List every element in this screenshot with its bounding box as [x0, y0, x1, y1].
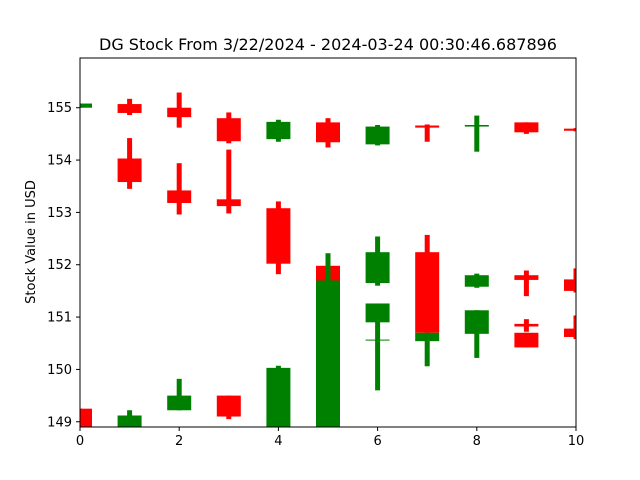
candle-body — [365, 126, 390, 145]
candle-body — [365, 339, 390, 341]
candle-29 — [514, 319, 539, 332]
x-axis: 0 2 4 6 8 10 — [76, 427, 584, 449]
candle-28 — [514, 270, 539, 297]
candle-body — [564, 328, 576, 337]
candle-27 — [514, 122, 539, 134]
candle-body — [564, 279, 576, 291]
candle-24 — [464, 115, 489, 152]
y-axis-label: Stock Value in USD — [24, 180, 39, 304]
y-tick-label: 154 — [47, 154, 72, 169]
candle-10 — [216, 395, 241, 420]
candle-body — [266, 208, 291, 264]
candle-body — [514, 323, 539, 327]
candle-6 — [167, 163, 192, 215]
candle-wick — [424, 124, 430, 142]
candle-13 — [266, 365, 291, 427]
candle-wick — [474, 310, 480, 358]
candle-wick — [176, 163, 182, 215]
x-tick-label: 0 — [76, 434, 84, 449]
candle-31 — [564, 128, 576, 132]
y-tick-label: 155 — [47, 101, 72, 116]
y-tick-label: 151 — [47, 311, 72, 326]
candle-body — [415, 125, 440, 128]
candle-23 — [415, 332, 440, 367]
candle-14 — [316, 118, 340, 148]
candle-19 — [365, 303, 390, 391]
candle-body — [564, 128, 576, 131]
candle-0 — [80, 103, 92, 108]
candle-wick — [424, 332, 430, 367]
candle-wick — [523, 270, 529, 297]
x-tick-label: 10 — [568, 434, 585, 449]
candle-body — [216, 395, 241, 417]
candle-body — [464, 310, 489, 334]
candle-22 — [415, 234, 440, 333]
candle-body — [80, 408, 92, 427]
candle-21 — [415, 124, 440, 142]
candle-body — [514, 275, 539, 280]
candle-wick — [176, 378, 182, 411]
y-tick-label: 150 — [47, 363, 72, 378]
candle-body — [514, 332, 539, 348]
candle-body — [216, 199, 241, 207]
candle-26 — [464, 310, 489, 358]
candle-body — [316, 280, 340, 427]
candle-body — [514, 122, 539, 133]
candle-30 — [514, 332, 539, 348]
candle-body — [415, 252, 440, 333]
candle-1 — [80, 408, 92, 427]
candle-body — [365, 303, 390, 323]
candle-body — [216, 118, 241, 142]
candle-body — [464, 275, 489, 287]
y-tick-label: 153 — [47, 206, 72, 221]
candle-body — [117, 415, 142, 427]
candle-body — [464, 124, 489, 127]
plot-frame — [79, 57, 577, 428]
candle-2 — [117, 98, 142, 116]
plot-area — [80, 92, 576, 427]
candle-8 — [216, 112, 241, 144]
candle-body — [365, 252, 390, 284]
candle-body — [117, 104, 142, 113]
candle-body — [80, 103, 92, 108]
x-tick-label: 8 — [473, 434, 481, 449]
x-tick-label: 6 — [373, 434, 381, 449]
candle-body — [316, 122, 340, 143]
candle-5 — [167, 92, 192, 128]
candle-16 — [316, 253, 340, 427]
candle-3 — [117, 138, 142, 189]
candle-body — [117, 158, 142, 183]
candle-body — [167, 395, 192, 411]
candle-32 — [564, 268, 576, 293]
y-tick-label: 152 — [47, 258, 72, 273]
x-tick-label: 4 — [274, 434, 282, 449]
candle-25 — [464, 273, 489, 288]
candle-12 — [266, 201, 291, 275]
candle-20 — [365, 339, 390, 341]
candles-layer — [80, 92, 576, 427]
chart-title: DG Stock From 3/22/2024 - 2024-03-24 00:… — [99, 35, 557, 54]
candle-wick — [375, 303, 381, 391]
candle-wick — [226, 149, 232, 214]
candle-body — [167, 190, 192, 203]
candle-18 — [365, 236, 390, 286]
candle-7 — [167, 378, 192, 411]
candle-body — [415, 332, 440, 342]
candle-wick — [474, 115, 480, 152]
candle-body — [167, 107, 192, 118]
candle-33 — [564, 315, 576, 340]
candle-body — [266, 367, 291, 427]
x-tick-label: 2 — [175, 434, 183, 449]
candle-11 — [266, 119, 291, 142]
candle-body — [266, 121, 291, 140]
candle-17 — [365, 124, 390, 146]
y-axis: 149 150 151 152 153 154 155 — [47, 101, 80, 430]
candle-4 — [117, 410, 142, 427]
candle-wick — [573, 315, 576, 340]
candle-9 — [216, 149, 241, 214]
y-tick-label: 149 — [47, 415, 72, 430]
